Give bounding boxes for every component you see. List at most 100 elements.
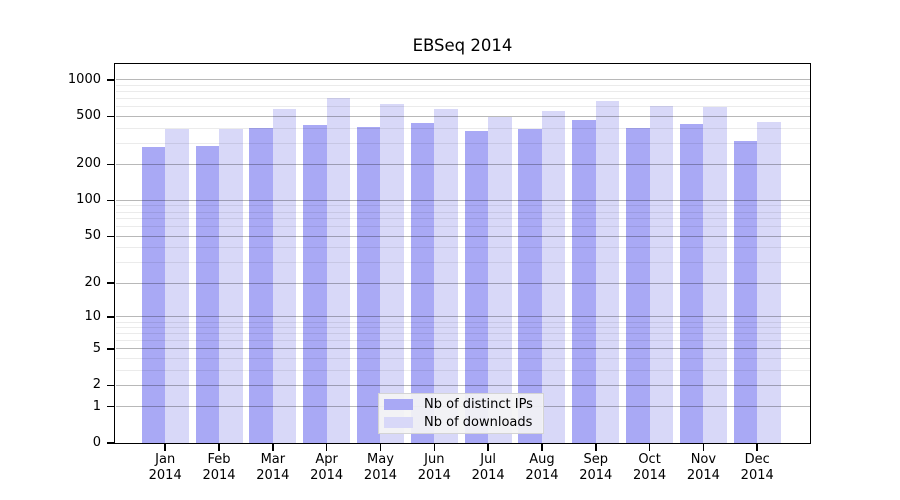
x-tick-label-aug: Aug 2014 bbox=[525, 452, 559, 483]
gridline-3 bbox=[115, 369, 810, 371]
x-tick-nov bbox=[702, 444, 705, 451]
bar-nb-of-distinct-ips-oct bbox=[626, 128, 650, 444]
y-tick-2 bbox=[107, 384, 114, 387]
gridline-300 bbox=[115, 142, 810, 144]
y-tick-label-10: 10 bbox=[84, 308, 101, 324]
x-tick-oct bbox=[648, 444, 651, 451]
x-tick-label-oct: Oct 2014 bbox=[633, 452, 667, 483]
x-tick-label-apr: Apr 2014 bbox=[310, 452, 344, 483]
y-tick-label-2: 2 bbox=[92, 377, 101, 393]
legend-label-downloads: Nb of downloads bbox=[424, 415, 533, 430]
gridline-900 bbox=[115, 84, 810, 86]
bar-nb-of-downloads-nov bbox=[703, 106, 727, 444]
bar-nb-of-downloads-feb bbox=[219, 129, 243, 444]
legend-swatch-distinct-ips bbox=[384, 399, 413, 410]
gridline-6 bbox=[115, 340, 810, 342]
bar-nb-of-distinct-ips-jan bbox=[141, 146, 166, 444]
x-tick-label-mar: Mar 2014 bbox=[256, 452, 290, 483]
legend-swatch-downloads bbox=[384, 417, 413, 428]
x-tick-may bbox=[379, 444, 382, 451]
y-tick-label-1: 1 bbox=[92, 398, 101, 414]
bar-nb-of-distinct-ips-may bbox=[356, 127, 381, 444]
x-tick-label-jul: Jul 2014 bbox=[471, 452, 505, 483]
y-tick-10 bbox=[107, 316, 114, 318]
gridline-20 bbox=[115, 282, 810, 284]
bar-nb-of-downloads-jan bbox=[165, 129, 189, 444]
x-tick-label-jan: Jan 2014 bbox=[148, 452, 182, 483]
y-tick-label-20: 20 bbox=[84, 275, 101, 290]
y-tick-20 bbox=[107, 282, 114, 284]
x-tick-label-may: May 2014 bbox=[363, 452, 398, 483]
plot-frame bbox=[114, 63, 811, 444]
gridline-5 bbox=[115, 348, 810, 350]
gridline-9 bbox=[115, 321, 810, 323]
bar-nb-of-distinct-ips-dec bbox=[733, 141, 758, 444]
bar-nb-of-downloads-aug bbox=[541, 110, 566, 444]
gridline-80 bbox=[115, 211, 810, 213]
gridline-1000 bbox=[115, 79, 810, 81]
x-tick-aug bbox=[541, 444, 543, 451]
bar-nb-of-downloads-sep bbox=[595, 101, 620, 444]
x-tick-mar bbox=[272, 444, 274, 451]
gridline-600 bbox=[115, 106, 810, 108]
gridline-60 bbox=[115, 226, 810, 228]
gridline-400 bbox=[115, 127, 810, 129]
x-tick-sep bbox=[595, 444, 597, 451]
gridline-4 bbox=[115, 357, 810, 359]
bar-nb-of-distinct-ips-nov bbox=[679, 124, 704, 444]
bar-nb-of-downloads-apr bbox=[326, 98, 351, 444]
x-tick-label-dec: Dec 2014 bbox=[740, 452, 774, 483]
y-tick-1000 bbox=[107, 79, 114, 81]
bar-nb-of-distinct-ips-feb bbox=[195, 145, 220, 444]
y-tick-200 bbox=[107, 163, 114, 166]
y-tick-label-1000: 1000 bbox=[67, 71, 101, 87]
gridline-90 bbox=[115, 205, 810, 207]
y-tick-label-5: 5 bbox=[92, 340, 101, 356]
gridline-2 bbox=[115, 384, 810, 386]
bar-nb-of-downloads-mar bbox=[272, 108, 297, 444]
x-tick-label-sep: Sep 2014 bbox=[579, 452, 613, 483]
x-tick-dec bbox=[756, 444, 758, 451]
gridline-100 bbox=[115, 199, 810, 201]
y-tick-label-100: 100 bbox=[76, 192, 101, 208]
y-tick-1 bbox=[107, 405, 114, 408]
legend-item-distinct-ips: Nb of distinct IPs bbox=[379, 397, 543, 412]
gridline-500 bbox=[115, 115, 810, 117]
bar-nb-of-downloads-oct bbox=[649, 105, 674, 444]
legend-item-downloads: Nb of downloads bbox=[379, 415, 543, 430]
bar-nb-of-distinct-ips-apr bbox=[303, 124, 327, 444]
x-tick-feb bbox=[218, 444, 220, 451]
x-tick-jul bbox=[487, 444, 489, 451]
x-tick-label-jun: Jun 2014 bbox=[417, 452, 451, 483]
gridline-30 bbox=[115, 262, 810, 264]
y-tick-label-0: 0 bbox=[92, 435, 101, 450]
bar-nb-of-distinct-ips-mar bbox=[249, 128, 273, 444]
gridline-50 bbox=[115, 235, 810, 237]
y-tick-50 bbox=[107, 235, 114, 238]
y-tick-5 bbox=[107, 348, 114, 350]
x-tick-apr bbox=[325, 444, 328, 451]
gridline-70 bbox=[115, 218, 810, 220]
y-tick-100 bbox=[107, 199, 114, 202]
gridline-7 bbox=[115, 333, 810, 335]
bar-nb-of-distinct-ips-sep bbox=[572, 119, 596, 444]
y-tick-500 bbox=[107, 115, 114, 118]
bar-nb-of-downloads-dec bbox=[757, 121, 781, 444]
x-tick-label-nov: Nov 2014 bbox=[686, 452, 720, 483]
y-tick-0 bbox=[107, 442, 114, 444]
legend-label-distinct-ips: Nb of distinct IPs bbox=[424, 397, 533, 412]
x-tick-jun bbox=[433, 444, 436, 451]
y-tick-label-50: 50 bbox=[84, 228, 101, 244]
gridline-8 bbox=[115, 327, 810, 329]
y-tick-label-500: 500 bbox=[76, 108, 101, 124]
chart-title: EBSeq 2014 bbox=[412, 36, 513, 55]
x-tick-label-feb: Feb 2014 bbox=[202, 452, 236, 483]
gridline-800 bbox=[115, 91, 810, 93]
gridline-200 bbox=[115, 163, 810, 165]
legend: Nb of distinct IPs Nb of downloads bbox=[378, 393, 544, 434]
y-tick-label-200: 200 bbox=[76, 156, 101, 172]
x-tick-jan bbox=[164, 444, 166, 451]
gridline-40 bbox=[115, 247, 810, 249]
gridline-700 bbox=[115, 98, 810, 100]
